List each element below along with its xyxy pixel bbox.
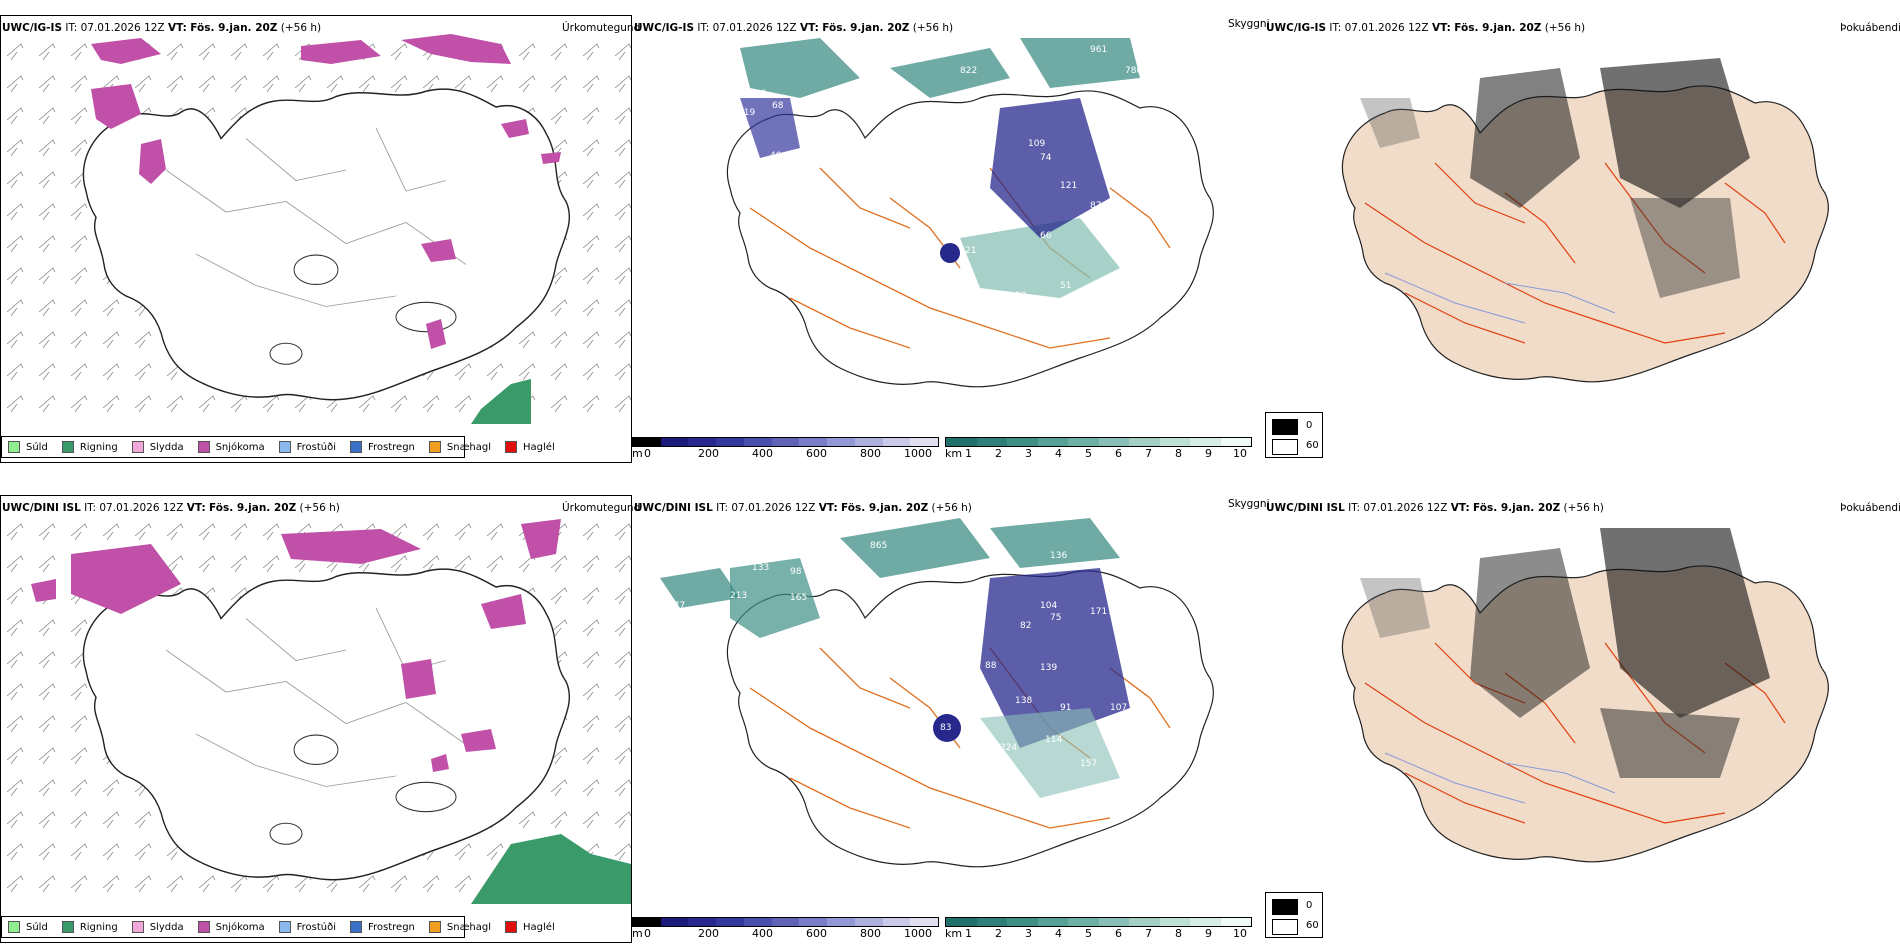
svg-text:135: 135	[1122, 721, 1139, 731]
legend-item-drizzle: Súld	[8, 441, 48, 453]
svg-text:51: 51	[1060, 281, 1071, 291]
svg-text:75: 75	[1050, 613, 1061, 623]
svg-text:165: 165	[790, 593, 807, 603]
svg-text:98: 98	[790, 567, 802, 577]
header-fog-top: UWC/IG-IS IT: 07.01.2026 12Z VT: Fös. 9.…	[1266, 22, 1586, 34]
fog-map-bottom	[1341, 528, 1829, 863]
cloud-visibility-map-top: 822 961 786 93 96 68 219 100 77 40 109 74 121 87 26…	[726, 38, 1214, 388]
header-cloud-top: UWC/IG-IS IT: 07.01.2026 12Z VT: Fös. 9.…	[634, 22, 954, 34]
precip-type-legend-bottom: Súld Rigning Slydda Snjókoma Frostúði Fr…	[1, 916, 555, 938]
ceiling-colorbar-bottom: m 0 200 400 600 800 1000	[632, 917, 939, 940]
svg-text:219: 219	[738, 108, 755, 118]
svg-text:171: 171	[1090, 607, 1107, 617]
fog-legend-bottom: 0 60	[1265, 892, 1323, 938]
svg-text:335: 335	[1120, 635, 1137, 645]
precip-map-top	[1, 34, 631, 424]
header-precip-bottom: UWC/DINI ISL IT: 07.01.2026 12Z VT: Fös.…	[2, 502, 340, 514]
legend-item-freezing-drizzle: Frostúði	[278, 441, 336, 453]
svg-text:87: 87	[1090, 201, 1101, 211]
svg-text:877: 877	[1185, 523, 1202, 533]
svg-text:66: 66	[1040, 231, 1052, 241]
svg-text:107: 107	[1110, 703, 1127, 713]
svg-text:96: 96	[755, 89, 767, 99]
header-fog-bottom: UWC/DINI ISL IT: 07.01.2026 12Z VT: Fös.…	[1266, 502, 1604, 514]
svg-text:91: 91	[1060, 703, 1071, 713]
fog-map-top	[1341, 58, 1829, 383]
precip-type-panel-top	[0, 15, 632, 463]
svg-text:224: 224	[1000, 743, 1017, 753]
legend-item-snow-pellets: Snæhagl	[428, 441, 491, 453]
svg-text:122: 122	[1108, 607, 1125, 617]
svg-text:133: 133	[752, 563, 769, 573]
svg-text:104: 104	[1040, 601, 1057, 611]
svg-text:84: 84	[820, 567, 832, 577]
legend-item-hail: Haglél	[505, 441, 555, 453]
svg-text:82: 82	[1020, 621, 1031, 631]
svg-text:316: 316	[1128, 656, 1145, 666]
legend-item-sleet: Slydda	[131, 441, 184, 453]
header-precip-top: UWC/IG-IS IT: 07.01.2026 12Z VT: Fös. 9.…	[2, 22, 322, 34]
svg-text:138: 138	[1015, 696, 1032, 706]
svg-text:88: 88	[985, 661, 997, 671]
svg-text:83: 83	[940, 723, 951, 733]
title-fog-indicator-bottom: Þokuábendi	[1840, 502, 1900, 514]
title-precip-type-top: Úrkomutegund	[562, 22, 641, 34]
svg-text:40: 40	[770, 151, 782, 161]
svg-text:101: 101	[1060, 351, 1077, 361]
svg-text:139: 139	[1040, 663, 1057, 673]
legend-item-freezing-rain: Frostregn	[350, 441, 415, 453]
visibility-colorbar-bottom: km 1 2 3 4 5 6 7 8 9 10	[945, 917, 1252, 940]
title-visibility-top: Skyggni	[1228, 18, 1270, 30]
cloud-visibility-map-bottom: 865 136 877 133 98 84 677 213 165 104 75 171 122 8…	[660, 518, 1214, 868]
precip-type-panel-bottom	[0, 495, 632, 943]
svg-text:136: 136	[1050, 551, 1067, 561]
title-precip-type-bottom: Úrkomutegund	[562, 502, 641, 514]
ceiling-colorbar-top: m 0 200 400 600 800 1000	[632, 437, 939, 460]
svg-text:93: 93	[1130, 81, 1141, 91]
svg-text:677: 677	[668, 601, 685, 611]
title-fog-indicator-top: Þokuábendi	[1840, 22, 1900, 34]
svg-text:157: 157	[1080, 759, 1097, 769]
svg-text:114: 114	[1045, 735, 1062, 745]
fog-legend-top: 0 60	[1265, 412, 1323, 458]
svg-text:961: 961	[1090, 45, 1107, 55]
svg-text:786: 786	[1125, 66, 1142, 76]
svg-text:109: 109	[1028, 139, 1045, 149]
legend-item-snow: Snjókoma	[197, 441, 265, 453]
svg-text:68: 68	[772, 101, 784, 111]
svg-text:122: 122	[1115, 271, 1132, 281]
header-cloud-bottom: UWC/DINI ISL IT: 07.01.2026 12Z VT: Fös.…	[634, 502, 972, 514]
svg-text:111: 111	[1120, 261, 1137, 271]
svg-text:39: 39	[1015, 291, 1027, 301]
svg-text:114: 114	[1110, 236, 1127, 246]
svg-text:213: 213	[730, 591, 747, 601]
svg-text:21: 21	[965, 246, 976, 256]
title-visibility-bottom: Skyggni	[1228, 498, 1270, 510]
svg-text:100: 100	[810, 131, 827, 141]
svg-text:121: 121	[1060, 181, 1077, 191]
precip-type-legend-top: Súld Rigning Slydda Snjókoma Frostúði Fr…	[1, 436, 555, 458]
precip-map-bottom	[1, 514, 631, 904]
svg-text:74: 74	[1040, 153, 1052, 163]
ceiling-unit: m	[632, 447, 643, 460]
legend-item-rain: Rigning	[61, 441, 118, 453]
svg-text:95: 95	[1135, 281, 1146, 291]
svg-text:26: 26	[1105, 221, 1117, 231]
svg-text:77: 77	[828, 129, 839, 139]
svg-text:108: 108	[1110, 733, 1127, 743]
svg-text:121: 121	[1135, 711, 1152, 721]
svg-text:822: 822	[960, 66, 977, 76]
visibility-colorbar-top: km 1 2 3 4 5 6 7 8 9 10	[945, 437, 1252, 460]
svg-text:865: 865	[870, 541, 887, 551]
